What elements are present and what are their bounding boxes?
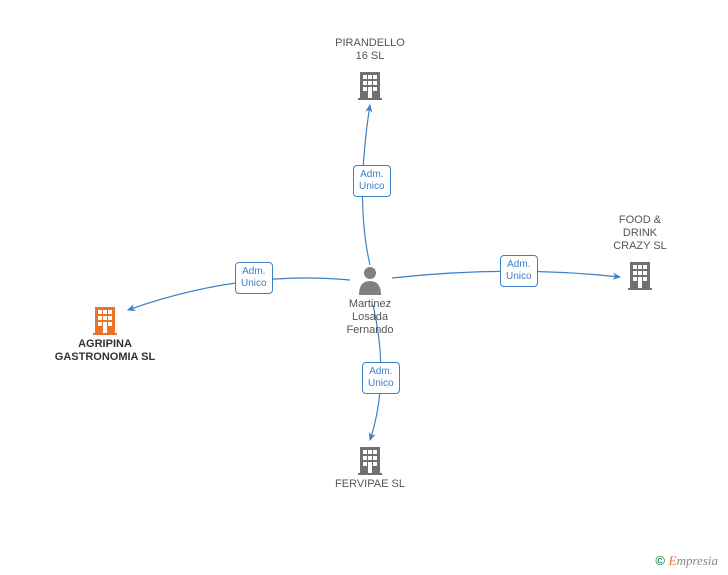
person-label: Martinez Losada Fernando [330, 298, 410, 338]
copyright-symbol: © [655, 553, 665, 568]
company-label: FERVIPAE SL [300, 478, 440, 491]
watermark: © Empresia [655, 553, 718, 569]
edge-label: Adm. Unico [500, 255, 538, 287]
edge-label: Adm. Unico [362, 362, 400, 394]
brand-rest: mpresia [677, 553, 718, 568]
building-icon [91, 305, 119, 335]
brand-initial: E [669, 553, 677, 568]
person-icon [357, 265, 383, 295]
building-icon [356, 70, 384, 100]
company-label: AGRIPINA GASTRONOMIA SL [35, 338, 175, 364]
edge-label: Adm. Unico [235, 262, 273, 294]
building-icon [626, 260, 654, 290]
company-label: FOOD & DRINK CRAZY SL [570, 214, 710, 254]
edge-label: Adm. Unico [353, 165, 391, 197]
company-label: PIRANDELLO 16 SL [300, 37, 440, 63]
building-icon [356, 445, 384, 475]
